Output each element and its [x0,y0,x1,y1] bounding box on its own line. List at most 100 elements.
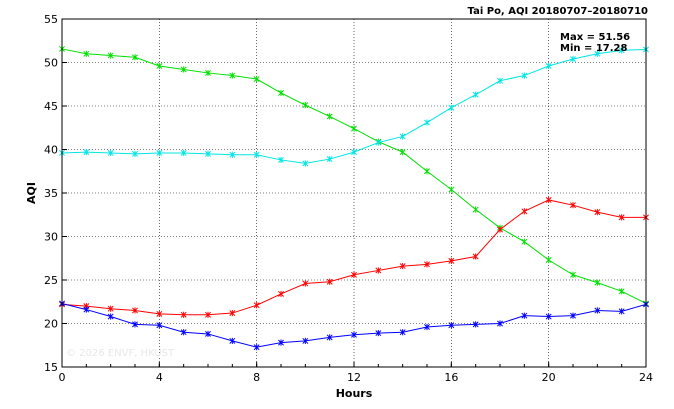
data-point [132,307,138,314]
data-point [399,329,406,336]
series-1 [59,46,649,167]
data-point [253,302,260,309]
watermark: © 2026 ENVF, HKUST [66,348,175,359]
data-point [156,149,163,157]
data-point [472,321,479,328]
data-point [424,119,430,126]
data-point [302,280,309,287]
data-point [278,290,284,298]
y-tick-label: 40 [44,144,58,157]
data-point [448,104,455,111]
data-point [205,330,211,338]
data-point [497,77,503,84]
y-tick-label: 45 [44,100,58,113]
data-point [278,89,284,97]
data-point [156,62,163,70]
x-tick-label: 12 [347,371,361,384]
data-point [278,156,284,164]
data-point [570,271,576,278]
data-point [205,311,211,318]
data-point [594,50,601,57]
data-point [229,337,236,344]
data-point [521,238,528,245]
max-annotation: Max = 51.56 [560,32,630,43]
data-point [205,69,211,77]
data-point [351,331,357,338]
x-tick-label: 24 [639,371,653,384]
data-point [83,306,90,313]
data-point [326,155,333,163]
data-point [107,149,114,157]
data-point [521,312,528,319]
data-point [545,62,552,70]
data-point [302,102,309,109]
data-point [497,320,503,327]
data-point [399,133,406,140]
tick-labels: 0 4 8 12 16 20 24 15 20 25 30 35 40 45 50 55 [44,13,653,384]
data-point [545,313,552,320]
data-point [229,309,236,317]
series-2 [59,196,649,318]
data-point [375,267,382,274]
data-point [618,288,625,295]
data-point [180,66,187,73]
data-point [424,323,430,331]
chart-title: Tai Po, AQI 20180707–20180710 [468,6,648,17]
x-tick-label: 4 [156,371,163,384]
data-point [399,262,406,270]
data-point [424,261,430,268]
plot-area [59,45,649,351]
data-point [424,168,430,175]
data-point [156,310,163,318]
x-axis-label: Hours [336,387,373,400]
data-point [618,308,625,315]
data-point [375,329,382,337]
data-point [132,321,138,328]
data-point [326,278,333,285]
data-point [545,196,552,204]
data-point [545,256,552,264]
y-tick-label: 15 [44,361,58,374]
data-point [375,139,382,146]
data-point [594,209,601,216]
plot-frame [61,18,647,368]
data-point [83,50,90,57]
y-axis-label: AQI [25,182,38,204]
data-point [472,206,479,213]
data-point [107,313,114,320]
x-tick-label: 0 [59,371,66,384]
data-point [180,149,187,157]
data-point [448,186,455,193]
data-point [594,307,601,314]
data-point [399,149,406,156]
y-tick-label: 30 [44,231,58,244]
data-point [253,151,260,158]
data-point [618,214,625,221]
data-point [253,75,260,83]
data-point [278,339,284,346]
data-point [107,52,114,59]
series-0 [59,45,649,307]
axes [61,18,647,368]
data-point [205,150,211,157]
data-point [302,337,309,344]
y-tick-label: 25 [44,274,58,287]
data-point [448,322,455,329]
data-point [326,113,333,120]
data-point [618,47,625,54]
data-point [570,55,576,63]
data-point [83,149,90,156]
data-point [229,72,236,79]
data-point [351,125,357,132]
y-tick-label: 55 [44,13,58,26]
data-point [180,311,187,318]
data-point [570,202,576,209]
data-point [132,150,138,157]
data-point [448,257,455,264]
data-point [521,208,528,215]
x-tick-label: 20 [542,371,556,384]
data-point [132,54,138,61]
y-tick-label: 20 [44,318,58,331]
data-point [326,334,333,341]
